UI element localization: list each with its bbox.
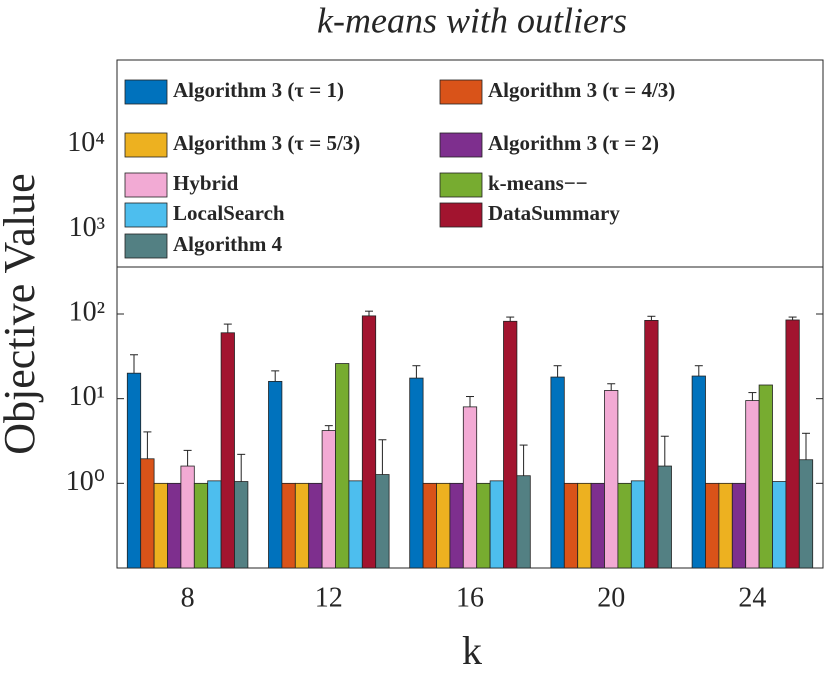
chart-title: k-means with outliers <box>317 0 627 40</box>
legend-swatch <box>439 132 483 158</box>
x-tick-label: 20 <box>597 582 625 613</box>
legend-label: Hybrid <box>173 171 239 195</box>
bar <box>153 482 168 569</box>
bar <box>476 482 491 569</box>
bar <box>234 481 249 569</box>
bar <box>126 372 142 569</box>
legend-label: Algorithm 3 (τ = 2) <box>488 131 659 155</box>
legend-label: Algorithm 4 <box>173 232 283 256</box>
bar <box>758 384 773 569</box>
bar <box>409 377 424 569</box>
bar <box>718 482 733 569</box>
legend-label: DataSummary <box>488 201 620 225</box>
x-tick-label: 8 <box>181 582 195 613</box>
legend-swatch <box>124 132 168 158</box>
bar <box>294 482 310 569</box>
bar <box>348 480 363 569</box>
legend-label: LocalSearch <box>173 201 285 225</box>
legend-swatch <box>124 233 168 259</box>
bar <box>281 482 296 569</box>
bar <box>180 465 195 569</box>
bar <box>422 482 437 569</box>
legend-label: Algorithm 3 (τ = 1) <box>173 78 344 102</box>
bar <box>503 320 518 569</box>
bar <box>630 480 646 569</box>
bar <box>577 482 592 569</box>
x-tick-label: 12 <box>315 582 343 613</box>
bar <box>563 482 579 569</box>
x-axis-label: k <box>462 628 482 673</box>
bar <box>798 459 814 569</box>
bar <box>140 458 155 569</box>
legend-swatch <box>124 202 168 228</box>
bar <box>462 406 478 569</box>
legend-swatch <box>439 202 483 228</box>
x-tick-label: 24 <box>738 582 766 613</box>
bar <box>705 482 720 569</box>
bar <box>516 475 531 569</box>
bar <box>167 482 182 569</box>
y-tick-label: 10² <box>69 296 105 327</box>
legend-label: Algorithm 3 (τ = 4/3) <box>488 78 675 102</box>
bar <box>772 481 787 569</box>
bar <box>220 332 235 569</box>
bar <box>193 482 209 569</box>
bar <box>207 480 222 569</box>
y-tick-label: 10⁰ <box>66 466 105 497</box>
bar <box>489 480 504 569</box>
y-tick-label: 10⁴ <box>67 127 105 158</box>
bar <box>745 400 760 569</box>
bar <box>731 482 747 569</box>
legend-swatch <box>124 172 168 198</box>
bar <box>449 482 464 569</box>
bar <box>436 482 451 569</box>
bar <box>691 375 706 569</box>
bar <box>268 380 283 569</box>
bar <box>617 482 632 569</box>
bar <box>604 390 619 569</box>
bar <box>375 474 390 569</box>
y-tick-label: 10³ <box>69 212 105 243</box>
bar <box>657 465 672 569</box>
bar <box>785 319 800 569</box>
y-tick-label: 10¹ <box>69 381 105 412</box>
bar <box>550 376 565 569</box>
bar <box>321 430 336 569</box>
legend-label: k-means−− <box>488 171 588 195</box>
bar <box>335 363 350 569</box>
legend-label: Algorithm 3 (τ = 5/3) <box>173 131 360 155</box>
legend-swatch <box>439 79 483 105</box>
x-tick-label: 16 <box>456 582 484 613</box>
bar <box>361 315 377 569</box>
bar <box>308 482 323 569</box>
y-axis-label: Objective Value <box>0 173 44 454</box>
bar <box>590 482 605 569</box>
legend-swatch <box>439 172 483 198</box>
bar <box>644 320 659 569</box>
legend-swatch <box>124 79 168 105</box>
